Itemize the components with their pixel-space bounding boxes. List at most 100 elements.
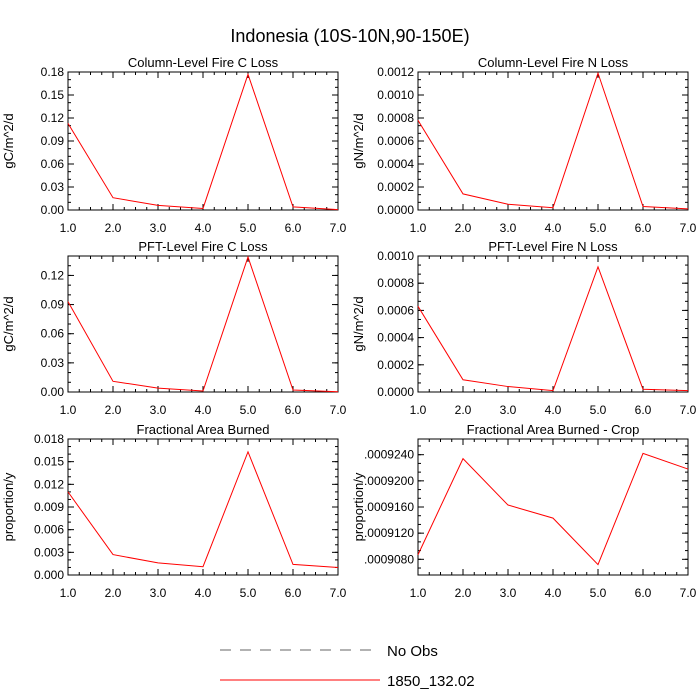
- y-tick-label: 0.00: [41, 203, 65, 217]
- y-tick-label: 0.000: [34, 568, 64, 582]
- x-tick-label: 1.0: [410, 221, 427, 235]
- panels: 1.0 2.0 3.0 4.0 5.0 6.0 7.0 0.00 0.03 0.06 0.09 0.1…: [1, 55, 697, 600]
- x-tick-label: 4.0: [195, 403, 212, 417]
- series-line: [417, 71, 689, 210]
- y-tick-label: 0.009: [34, 500, 64, 514]
- y-tick-label: 0.0012: [377, 65, 414, 79]
- y-tick-label: .0009200: [364, 474, 414, 488]
- y-tick-label: 0.0004: [377, 331, 414, 345]
- series-line: [417, 265, 689, 392]
- x-tick-label: 6.0: [635, 403, 652, 417]
- x-tick-label: 2.0: [105, 221, 122, 235]
- plot-frame: [417, 438, 689, 576]
- figure-title: Indonesia (10S-10N,90-150E): [230, 26, 469, 46]
- x-tick-label: 1.0: [60, 221, 77, 235]
- y-tick-label: 0.15: [41, 88, 65, 102]
- x-tick-label: 4.0: [545, 221, 562, 235]
- x-tick-label: 5.0: [240, 586, 257, 600]
- x-tick-label: 7.0: [330, 221, 347, 235]
- panel-title: PFT-Level Fire C Loss: [138, 239, 268, 254]
- series-line: [67, 255, 339, 393]
- x-tick-label: 5.0: [240, 403, 257, 417]
- y-tick-label: .0009240: [364, 448, 414, 462]
- y-tick-label: 0.12: [41, 111, 65, 125]
- panel-title: PFT-Level Fire N Loss: [488, 239, 618, 254]
- y-tick-label: 0.0006: [377, 303, 414, 317]
- plot-frame: [417, 71, 689, 211]
- y-axis-label: gC/m^2/d: [1, 296, 16, 351]
- x-tick-label: 4.0: [195, 586, 212, 600]
- x-tick-label: 7.0: [330, 403, 347, 417]
- y-tick-label: .0009160: [364, 500, 414, 514]
- y-axis-label: proportion/y: [1, 472, 16, 541]
- x-tick-label: 3.0: [150, 586, 167, 600]
- y-tick-label: 0.06: [41, 327, 65, 341]
- x-tick-label: 6.0: [285, 586, 302, 600]
- y-tick-label: .0009120: [364, 526, 414, 540]
- y-tick-label: 0.015: [34, 455, 64, 469]
- y-tick-label: 0.0000: [377, 385, 414, 399]
- y-tick-label: 0.12: [41, 268, 65, 282]
- y-tick-label: 0.03: [41, 356, 65, 370]
- x-tick-label: 4.0: [545, 586, 562, 600]
- x-tick-label: 2.0: [105, 586, 122, 600]
- x-tick-label: 1.0: [60, 403, 77, 417]
- x-tick-label: 2.0: [105, 403, 122, 417]
- y-axis-label: proportion/y: [351, 472, 366, 541]
- y-tick-label: 0.0008: [377, 276, 414, 290]
- x-tick-label: 1.0: [410, 586, 427, 600]
- panel-5: 1.0 2.0 3.0 4.0 5.0 6.0 7.0 0.000 0.003 0.006 0.00…: [1, 422, 347, 600]
- y-tick-label: 0.18: [41, 65, 65, 79]
- x-tick-label: 4.0: [195, 221, 212, 235]
- x-tick-label: 2.0: [455, 403, 472, 417]
- y-tick-label: 0.0010: [377, 88, 414, 102]
- x-tick-label: 7.0: [330, 586, 347, 600]
- y-tick-label: 0.0006: [377, 134, 414, 148]
- legend: No Obs 1850_132.02: [220, 643, 475, 690]
- panel-title: Fractional Area Burned - Crop: [467, 422, 640, 437]
- x-tick-label: 7.0: [680, 221, 697, 235]
- x-tick-label: 6.0: [285, 403, 302, 417]
- y-tick-label: .0009080: [364, 552, 414, 566]
- x-tick-label: 1.0: [410, 403, 427, 417]
- x-tick-label: 3.0: [150, 221, 167, 235]
- y-tick-label: 0.03: [41, 180, 65, 194]
- panel-3: 1.0 2.0 3.0 4.0 5.0 6.0 7.0 0.00 0.03 0.06 0.09 0.1…: [1, 239, 347, 417]
- panel-title: Fractional Area Burned: [137, 422, 270, 437]
- y-tick-label: 0.018: [34, 432, 64, 446]
- plot-frame: [67, 71, 339, 211]
- y-tick-label: 0.0010: [377, 249, 414, 263]
- series-line: [417, 452, 689, 566]
- legend-label-series: 1850_132.02: [387, 673, 475, 690]
- panel-1: 1.0 2.0 3.0 4.0 5.0 6.0 7.0 0.00 0.03 0.06 0.09 0.1…: [1, 55, 347, 235]
- series-line: [67, 72, 339, 211]
- y-tick-label: 0.012: [34, 477, 64, 491]
- y-tick-label: 0.0002: [377, 180, 414, 194]
- y-axis-label: gN/m^2/d: [351, 296, 366, 351]
- panel-4: 1.0 2.0 3.0 4.0 5.0 6.0 7.0 0.0000 0.0002 0.0004 0…: [351, 239, 697, 417]
- x-tick-label: 4.0: [545, 403, 562, 417]
- x-tick-label: 5.0: [590, 221, 607, 235]
- y-tick-label: 0.0004: [377, 157, 414, 171]
- x-tick-label: 1.0: [60, 586, 77, 600]
- y-tick-label: 0.0008: [377, 111, 414, 125]
- y-tick-label: 0.00: [41, 385, 65, 399]
- x-tick-label: 5.0: [240, 221, 257, 235]
- y-tick-label: 0.0002: [377, 358, 414, 372]
- x-tick-label: 6.0: [635, 586, 652, 600]
- panel-2: 1.0 2.0 3.0 4.0 5.0 6.0 7.0 0.0000 0.0002 0.0004 0…: [351, 55, 697, 235]
- x-tick-label: 3.0: [150, 403, 167, 417]
- x-tick-label: 2.0: [455, 586, 472, 600]
- y-axis-label: gN/m^2/d: [351, 113, 366, 168]
- y-axis-label: gC/m^2/d: [1, 113, 16, 168]
- y-tick-label: 0.003: [34, 545, 64, 559]
- x-tick-label: 3.0: [500, 403, 517, 417]
- legend-label-no-obs: No Obs: [387, 643, 438, 660]
- y-tick-label: 0.09: [41, 298, 65, 312]
- x-tick-label: 2.0: [455, 221, 472, 235]
- y-tick-label: 0.06: [41, 157, 65, 171]
- panel-title: Column-Level Fire C Loss: [128, 55, 279, 70]
- panel-6: 1.0 2.0 3.0 4.0 5.0 6.0 7.0 .0009080 .0009120 .00…: [351, 422, 697, 600]
- x-tick-label: 3.0: [500, 586, 517, 600]
